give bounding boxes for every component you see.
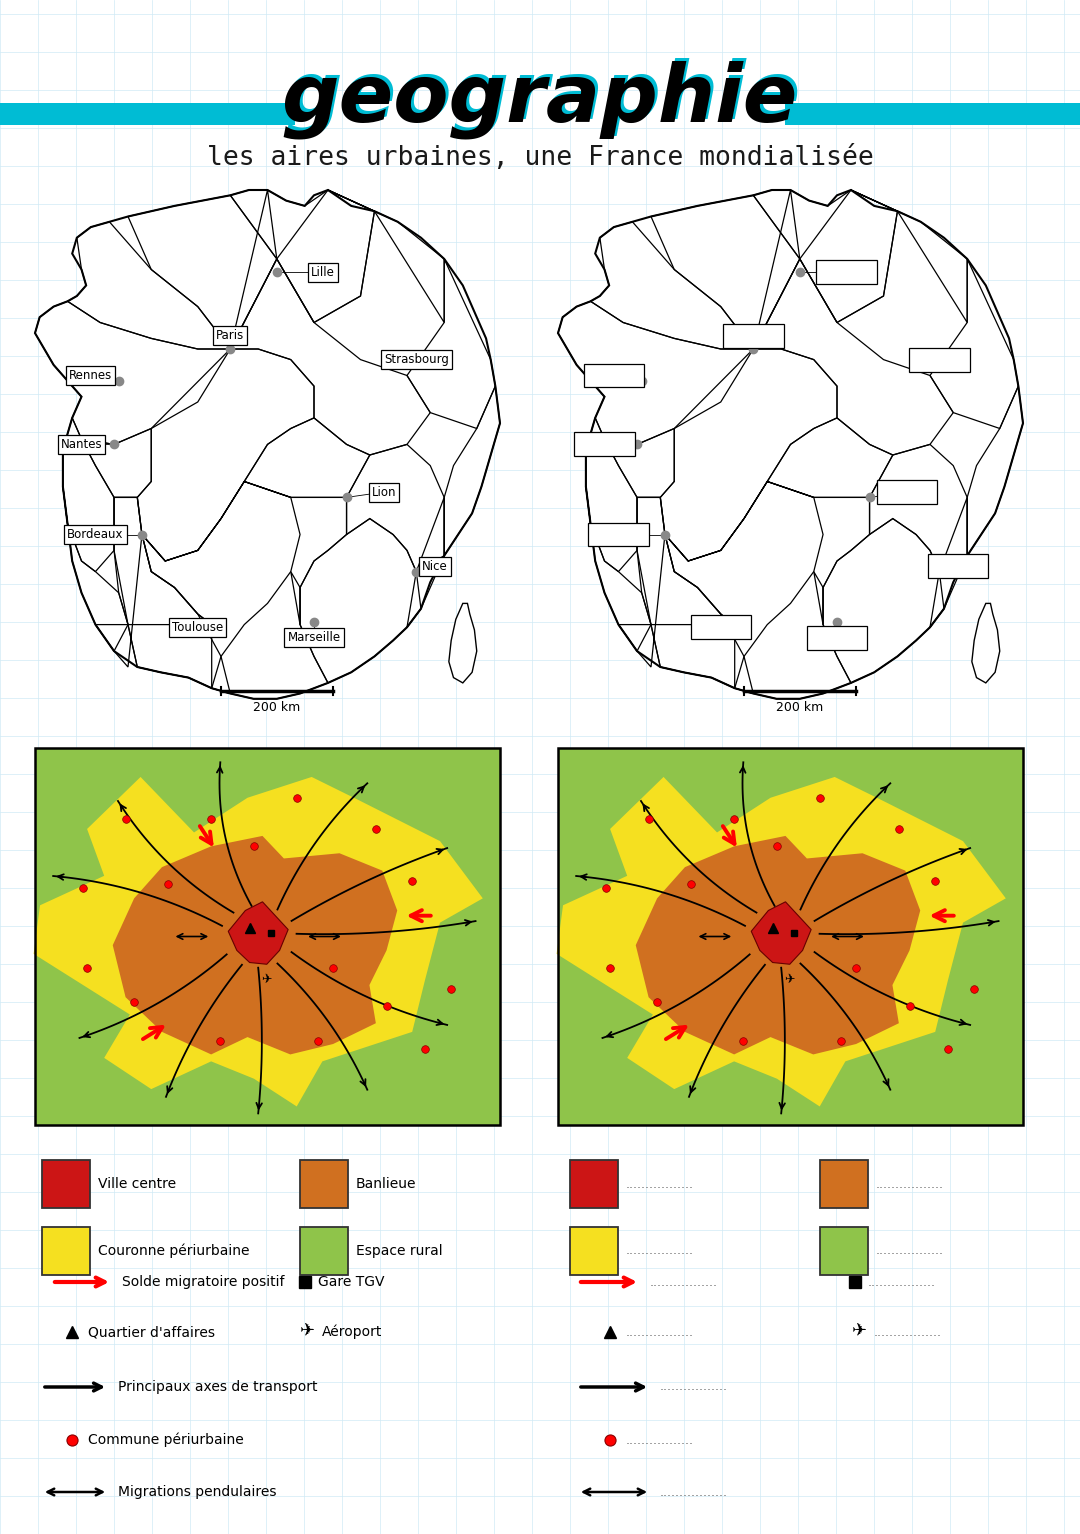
Bar	[816, 261, 877, 284]
Text: Paris: Paris	[216, 330, 244, 342]
Text: geographie: geographie	[282, 61, 798, 140]
Text: Strasbourg: Strasbourg	[383, 353, 448, 367]
Polygon shape	[636, 836, 920, 1054]
Bar	[0, 103, 295, 124]
Polygon shape	[35, 190, 500, 700]
Bar	[724, 324, 783, 348]
Bar	[35, 749, 500, 1124]
Text: .................: .................	[626, 1325, 694, 1339]
Text: Banlieue: Banlieue	[356, 1177, 417, 1190]
Text: Espace rural: Espace rural	[356, 1244, 443, 1258]
Polygon shape	[33, 776, 483, 1106]
Bar	[820, 1227, 868, 1275]
Text: ✈: ✈	[261, 974, 272, 986]
Bar	[785, 103, 1080, 124]
Text: Bordeaux: Bordeaux	[67, 528, 124, 542]
Bar	[820, 1160, 868, 1207]
Text: Quartier d'affaires: Quartier d'affaires	[87, 1325, 215, 1339]
Bar	[690, 615, 751, 640]
Bar	[928, 554, 988, 578]
Text: les aires urbaines, une France mondialisée: les aires urbaines, une France mondialis…	[206, 146, 874, 170]
Bar	[575, 433, 635, 456]
Text: Toulouse: Toulouse	[172, 621, 224, 634]
Text: ✈: ✈	[300, 1322, 315, 1341]
Bar	[300, 1227, 348, 1275]
Text: Commune périurbaine: Commune périurbaine	[87, 1433, 244, 1447]
Text: Gare TGV: Gare TGV	[318, 1275, 384, 1289]
Text: ✈: ✈	[852, 1322, 867, 1341]
Polygon shape	[556, 776, 1005, 1106]
Bar	[35, 749, 500, 1124]
Text: geographie: geographie	[285, 58, 801, 137]
Polygon shape	[558, 190, 1023, 700]
Text: Marseille: Marseille	[287, 632, 340, 644]
Bar	[877, 480, 937, 505]
Text: Migrations pendulaires: Migrations pendulaires	[118, 1485, 276, 1499]
Text: ✈: ✈	[784, 974, 795, 986]
Text: Nantes: Nantes	[60, 437, 103, 451]
Text: .................: .................	[626, 1433, 694, 1447]
Bar	[909, 348, 970, 371]
Text: Ville centre: Ville centre	[98, 1177, 176, 1190]
Text: .................: .................	[626, 1244, 694, 1258]
Text: .................: .................	[650, 1275, 718, 1289]
Bar	[570, 1160, 618, 1207]
Bar	[300, 1160, 348, 1207]
Polygon shape	[228, 902, 288, 965]
Polygon shape	[752, 902, 811, 965]
Text: Principaux axes de transport: Principaux axes de transport	[118, 1381, 318, 1394]
Text: Solde migratoire positif: Solde migratoire positif	[122, 1275, 284, 1289]
Text: 200 km: 200 km	[777, 701, 823, 713]
Polygon shape	[449, 603, 476, 683]
Text: .................: .................	[876, 1178, 944, 1190]
Bar	[42, 1160, 90, 1207]
Bar	[583, 364, 644, 388]
Text: 200 km: 200 km	[253, 701, 300, 713]
Text: .................: .................	[626, 1178, 694, 1190]
Text: Nice: Nice	[422, 560, 448, 572]
Bar	[807, 626, 867, 650]
Text: .................: .................	[874, 1325, 942, 1339]
Text: Couronne périurbaine: Couronne périurbaine	[98, 1244, 249, 1258]
Text: Rennes: Rennes	[69, 370, 112, 382]
Polygon shape	[112, 836, 397, 1054]
Text: .................: .................	[660, 1381, 728, 1393]
Bar	[570, 1227, 618, 1275]
Text: .................: .................	[868, 1275, 936, 1289]
Text: .................: .................	[876, 1244, 944, 1258]
Bar	[558, 749, 1023, 1124]
Bar	[558, 749, 1023, 1124]
Polygon shape	[972, 603, 1000, 683]
Text: Lille: Lille	[311, 265, 335, 279]
Text: Aéroport: Aéroport	[322, 1325, 382, 1339]
Bar	[589, 523, 649, 546]
Text: Lion: Lion	[372, 486, 396, 499]
Bar	[42, 1227, 90, 1275]
Text: .................: .................	[660, 1485, 728, 1499]
